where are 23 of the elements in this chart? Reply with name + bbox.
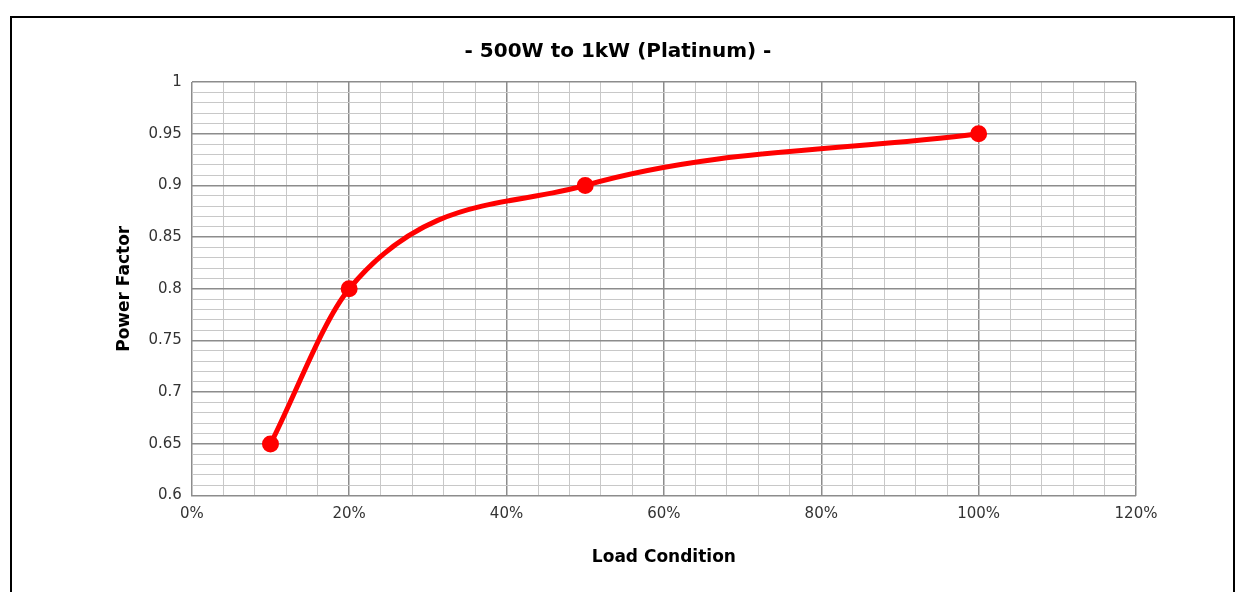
x-tick-label: 100% [957, 504, 1001, 523]
y-tick-label: 0.75 [148, 330, 182, 349]
x-tick-label: 80% [804, 504, 838, 523]
y-axis-title: Power Factor [112, 225, 133, 352]
point [970, 125, 988, 143]
point [340, 280, 358, 298]
y-tick-label: 0.95 [148, 123, 182, 142]
x-tick-label: 40% [489, 504, 524, 523]
y-tick-label: 0.85 [148, 226, 182, 245]
x-tick-label: 60% [647, 504, 681, 523]
chart-title: - 500W to 1kW (Platinum) - [464, 38, 772, 63]
x-tick-label: 20% [332, 504, 366, 523]
y-tick-label: 0.7 [157, 382, 182, 401]
y-tick-label: 0.6 [157, 485, 182, 504]
point [576, 176, 594, 194]
y-tick-label: 0.9 [157, 175, 182, 194]
x-tick-label: 120% [1114, 504, 1158, 523]
y-tick-label: 0.65 [148, 433, 182, 452]
y-tick-label: 0.8 [157, 278, 182, 297]
x-axis-title: Load Condition [591, 546, 736, 567]
y-tick-label: 1 [172, 71, 182, 90]
point [261, 435, 279, 453]
x-tick-label: 0% [179, 504, 204, 523]
